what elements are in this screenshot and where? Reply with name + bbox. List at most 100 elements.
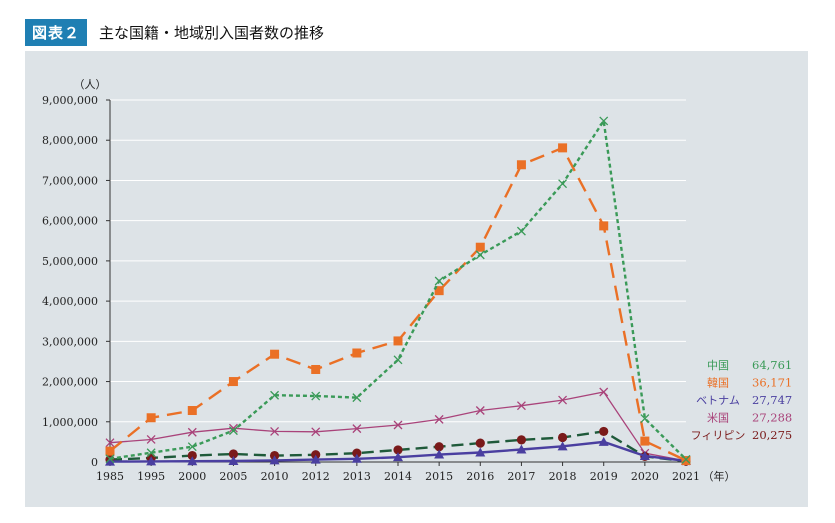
- data-point: [393, 420, 403, 430]
- legend-value: 27,288: [752, 411, 792, 425]
- figure-header: 図表２ 主な国籍・地域別入国者数の推移: [25, 18, 325, 46]
- x-tick-label: 2000: [178, 470, 206, 483]
- x-tick-label: 2020: [631, 470, 659, 483]
- series-line: [109, 117, 687, 461]
- data-point: [187, 450, 197, 461]
- data-point: [351, 453, 362, 463]
- x-tick-label: 2015: [425, 470, 453, 483]
- legend-value: 27,747: [752, 393, 792, 407]
- data-point: [557, 432, 568, 443]
- legend-label: 韓国: [707, 377, 729, 390]
- data-point: [475, 406, 485, 415]
- data-point: [640, 414, 650, 424]
- data-point: [516, 444, 527, 454]
- x-tick-label: 1995: [137, 470, 165, 483]
- y-tick-label: 0: [91, 456, 98, 469]
- legend-label: ベトナム: [696, 394, 740, 407]
- y-tick-label: 5,000,000: [42, 255, 98, 268]
- data-point: [393, 336, 403, 346]
- y-tick-label: 6,000,000: [42, 215, 98, 228]
- data-point: [310, 454, 321, 464]
- data-point: [558, 395, 568, 405]
- data-point: [516, 401, 526, 411]
- data-point: [228, 426, 238, 436]
- data-point: [105, 446, 115, 456]
- data-point: [434, 449, 445, 459]
- data-point: [352, 424, 362, 434]
- data-point: [269, 455, 280, 465]
- data-point: [598, 436, 609, 446]
- data-point: [105, 456, 115, 466]
- y-tick-label: 8,000,000: [42, 134, 98, 147]
- y-axis-label: （人）: [74, 78, 107, 91]
- data-point: [516, 226, 526, 236]
- y-tick-label: 3,000,000: [42, 335, 98, 348]
- data-point: [270, 390, 280, 400]
- y-tick-label: 9,000,000: [42, 94, 98, 107]
- data-point: [228, 449, 239, 459]
- y-tick-label: 7,000,000: [42, 174, 98, 187]
- chart-panel: [25, 51, 808, 507]
- data-point: [228, 377, 238, 387]
- data-point: [352, 393, 362, 403]
- data-point: [311, 391, 321, 401]
- legend-value: 36,171: [752, 376, 792, 390]
- data-point: [434, 442, 444, 452]
- legend-label: 米国: [707, 412, 729, 425]
- x-tick-label: 2012: [302, 470, 330, 483]
- data-point: [475, 242, 485, 252]
- data-point: [270, 426, 280, 436]
- data-point: [146, 413, 156, 423]
- data-point: [557, 441, 568, 451]
- data-point: [434, 286, 444, 296]
- x-tick-label: 2016: [466, 470, 494, 483]
- data-point: [599, 221, 609, 231]
- data-point: [146, 448, 156, 458]
- data-point: [516, 160, 526, 170]
- legend-label: フィリピン: [691, 429, 746, 442]
- data-point: [187, 456, 198, 466]
- x-tick-label: 2019: [590, 470, 618, 483]
- x-tick-label: 2013: [343, 470, 371, 483]
- data-point: [187, 406, 197, 416]
- x-tick-label: 2018: [549, 470, 577, 483]
- data-point: [393, 445, 403, 455]
- data-point: [228, 455, 239, 465]
- figure-badge: 図表２: [25, 18, 88, 46]
- data-point: [599, 426, 609, 437]
- data-point: [352, 348, 362, 358]
- data-point: [558, 179, 568, 189]
- data-point: [599, 387, 609, 397]
- data-point: [475, 438, 485, 448]
- data-point: [393, 452, 403, 462]
- data-point: [228, 423, 238, 433]
- legend-value: 20,275: [752, 428, 792, 442]
- data-point: [270, 349, 280, 359]
- data-point: [352, 448, 362, 458]
- data-point: [516, 435, 527, 445]
- x-tick-label: 2005: [219, 470, 247, 483]
- data-point: [105, 438, 115, 448]
- data-point: [105, 454, 115, 464]
- x-tick-label: 2010: [261, 470, 289, 483]
- data-point: [640, 436, 650, 446]
- data-point: [681, 454, 691, 464]
- data-point: [599, 116, 609, 126]
- y-tick-label: 1,000,000: [42, 416, 98, 429]
- data-point: [558, 143, 568, 153]
- data-point: [311, 427, 321, 437]
- legend-label: 中国: [707, 359, 729, 372]
- data-point: [187, 442, 197, 452]
- figure-title: 主な国籍・地域別入国者数の推移: [99, 23, 325, 42]
- data-point: [639, 450, 650, 460]
- x-tick-label: 2014: [384, 470, 412, 483]
- data-point: [434, 414, 444, 424]
- data-point: [187, 427, 197, 437]
- x-tick-label: 2017: [507, 470, 535, 483]
- x-axis-label: （年）: [703, 469, 736, 483]
- data-point: [311, 364, 321, 374]
- data-point: [393, 355, 403, 365]
- data-point: [475, 447, 486, 457]
- data-point: [681, 456, 691, 466]
- data-point: [146, 456, 157, 466]
